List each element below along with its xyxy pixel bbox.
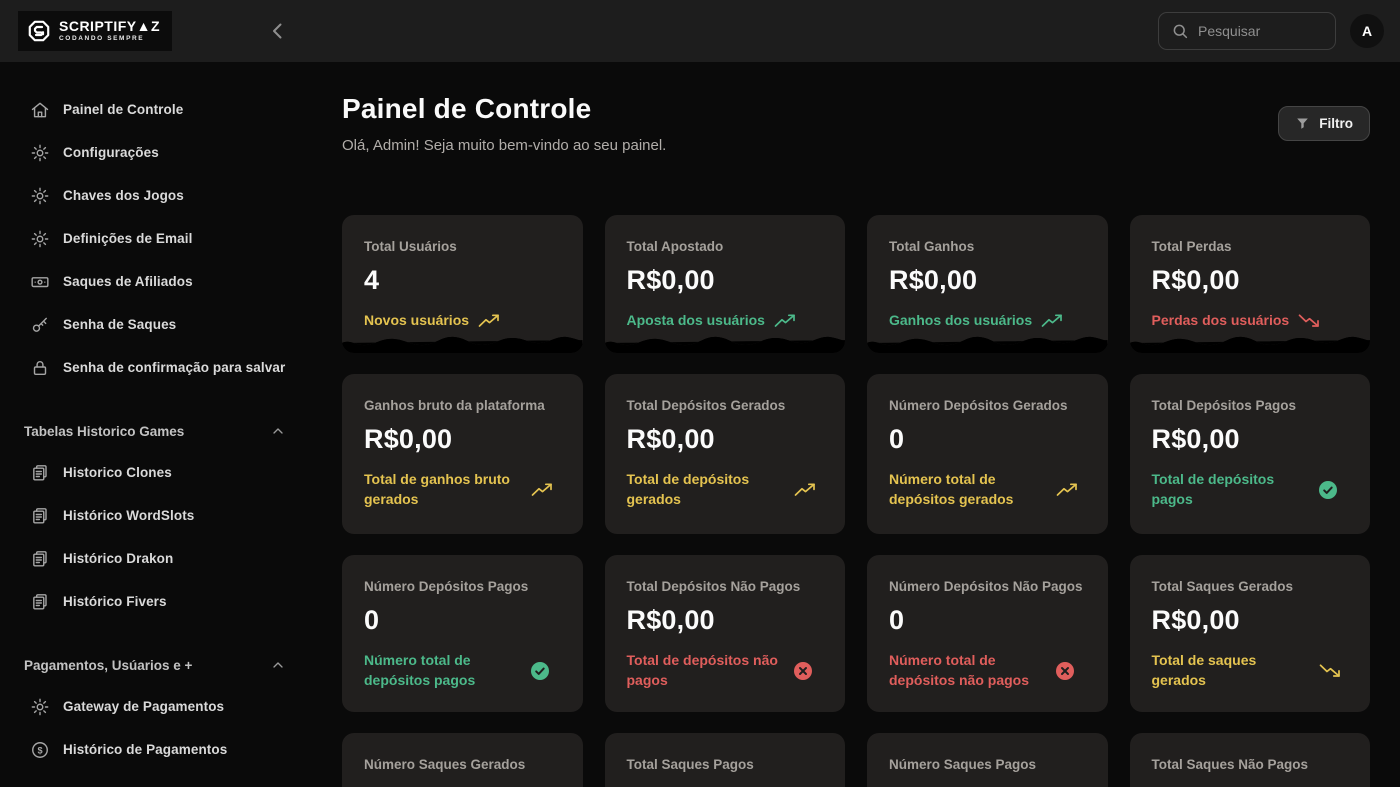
- sparkline-chart: [604, 336, 845, 353]
- gear-icon: [30, 143, 50, 163]
- check-circle-icon: [1318, 480, 1337, 499]
- stat-card-total-ganhos[interactable]: Total Ganhos R$0,00 Ganhos dos usuários: [867, 215, 1108, 353]
- clipboard-icon: [30, 463, 50, 483]
- stat-card-total-depositos-gerados[interactable]: Total Depósitos Gerados R$0,00 Total de …: [604, 374, 845, 534]
- sidebar-item-saques-de-afiliados[interactable]: Saques de Afiliados: [0, 260, 320, 303]
- home-icon: [30, 100, 50, 120]
- gear-icon: [30, 186, 50, 206]
- sidebar-item-painel-de-controle[interactable]: Painel de Controle: [0, 88, 320, 131]
- stat-card-ganhos-bruto-plataforma[interactable]: Ganhos bruto da plataforma R$0,00 Total …: [342, 374, 583, 534]
- chevron-up-icon: [273, 662, 283, 668]
- trend-up-icon: [531, 483, 552, 496]
- trend-up-icon: [794, 483, 815, 496]
- sidebar-item-historico-fivers[interactable]: Histórico Fivers: [0, 580, 320, 623]
- chevron-up-icon: [273, 428, 283, 434]
- stat-card-numero-depositos-pagos[interactable]: Número Depósitos Pagos 0 Número total de…: [342, 555, 583, 712]
- stat-card-total-saques-gerados[interactable]: Total Saques Gerados R$0,00 Total de saq…: [1129, 555, 1370, 712]
- brand-name: SCRIPTIFY▲Z: [59, 18, 161, 35]
- stat-card-numero-saques-pagos[interactable]: Número Saques Pagos: [867, 733, 1108, 787]
- gear-icon: [30, 697, 50, 717]
- sidebar-item-definicoes-de-email[interactable]: Definições de Email: [0, 217, 320, 260]
- sidebar-item-historico-de-pagamentos[interactable]: $ Histórico de Pagamentos: [0, 728, 320, 771]
- stat-card-total-depositos-nao-pagos[interactable]: Total Depósitos Não Pagos R$0,00 Total d…: [604, 555, 845, 712]
- sidebar: Painel de Controle Configurações Chaves …: [0, 62, 320, 787]
- sparkline-chart: [342, 336, 583, 353]
- page-title: Painel de Controle: [342, 93, 592, 124]
- stat-card-numero-depositos-gerados[interactable]: Número Depósitos Gerados 0 Número total …: [867, 374, 1108, 534]
- stat-card-numero-depositos-nao-pagos[interactable]: Número Depósitos Não Pagos 0 Número tota…: [867, 555, 1108, 712]
- banknote-icon: [30, 272, 50, 292]
- clipboard-icon: [30, 592, 50, 612]
- svg-text:$: $: [37, 745, 42, 755]
- key-icon: [30, 315, 50, 335]
- x-circle-icon: [1056, 661, 1074, 680]
- stat-card-numero-saques-gerados[interactable]: Número Saques Gerados: [342, 733, 583, 787]
- avatar[interactable]: A: [1350, 14, 1384, 48]
- sidebar-item-configuracoes[interactable]: Configurações: [0, 131, 320, 174]
- funnel-icon: [1297, 118, 1309, 129]
- top-bar: SCRIPTIFY▲Z CODANDO SEMPRE A: [0, 0, 1400, 62]
- trend-up-icon: [1056, 483, 1077, 496]
- search-box[interactable]: [1158, 12, 1336, 50]
- search-input[interactable]: [1198, 23, 1318, 39]
- stat-card-total-depositos-pagos[interactable]: Total Depósitos Pagos R$0,00 Total de de…: [1129, 374, 1370, 534]
- trend-down-icon: [1319, 664, 1340, 677]
- x-circle-icon: [793, 661, 812, 680]
- brand-tagline: CODANDO SEMPRE: [59, 35, 145, 43]
- clipboard-icon: [30, 506, 50, 526]
- sidebar-item-historico-drakon[interactable]: Histórico Drakon: [0, 537, 320, 580]
- stat-card-total-saques-nao-pagos[interactable]: Total Saques Não Pagos: [1129, 733, 1370, 787]
- sidebar-item-senha-de-saques[interactable]: Senha de Saques: [0, 303, 320, 346]
- page-subtitle: Olá, Admin! Seja muito bem-vindo ao seu …: [342, 137, 667, 154]
- sidebar-section-pagamentos-usuarios[interactable]: Pagamentos, Usúarios e +: [0, 645, 320, 685]
- sidebar-item-gateway-de-pagamentos[interactable]: Gateway de Pagamentos: [0, 685, 320, 728]
- sparkline-chart: [867, 336, 1108, 353]
- dollar-circle-icon: $: [30, 740, 50, 760]
- sidebar-item-historico-clones[interactable]: Historico Clones: [0, 451, 320, 494]
- knot-logo-icon: [28, 20, 50, 42]
- gear-icon: [30, 229, 50, 249]
- clipboard-icon: [30, 549, 50, 569]
- search-icon: [1173, 24, 1188, 39]
- stat-card-total-usuarios[interactable]: Total Usuários 4 Novos usuários: [342, 215, 583, 353]
- sidebar-section-tabelas-historico-games[interactable]: Tabelas Historico Games: [0, 411, 320, 451]
- main-content: Painel de Controle Olá, Admin! Seja muit…: [320, 62, 1400, 787]
- stat-card-total-perdas[interactable]: Total Perdas R$0,00 Perdas dos usuários: [1129, 215, 1370, 353]
- stats-grid: Total Usuários 4 Novos usuários Total Ap…: [342, 215, 1370, 787]
- sidebar-item-chaves-dos-jogos[interactable]: Chaves dos Jogos: [0, 174, 320, 217]
- sparkline-chart: [1129, 336, 1370, 353]
- sidebar-item-senha-de-confirmacao[interactable]: Senha de confirmação para salvar: [0, 346, 320, 389]
- chevron-left-icon[interactable]: [266, 19, 290, 43]
- sidebar-item-historico-wordslots[interactable]: Histórico WordSlots: [0, 494, 320, 537]
- stat-card-total-saques-pagos[interactable]: Total Saques Pagos: [604, 733, 845, 787]
- stat-card-total-apostado[interactable]: Total Apostado R$0,00 Aposta dos usuário…: [604, 215, 845, 353]
- lock-icon: [30, 358, 50, 378]
- brand-logo[interactable]: SCRIPTIFY▲Z CODANDO SEMPRE: [18, 11, 173, 51]
- filter-button[interactable]: Filtro: [1278, 106, 1370, 141]
- check-circle-icon: [531, 661, 549, 680]
